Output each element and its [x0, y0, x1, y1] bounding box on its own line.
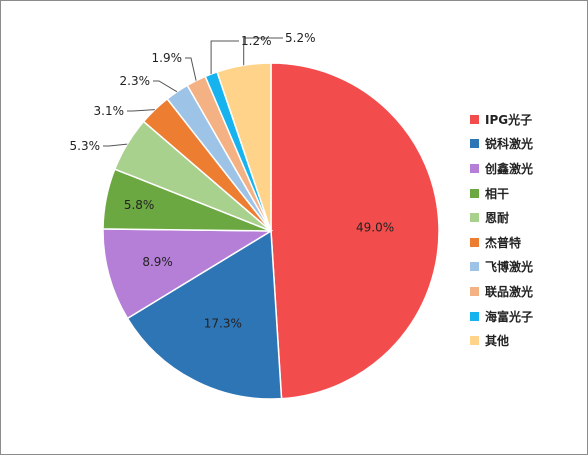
legend-label: 海富光子 [485, 309, 534, 324]
legend-item-6: 杰普特 [470, 230, 533, 255]
legend-item-1: IPG光子 [470, 107, 533, 132]
legend-item-3: 创鑫激光 [470, 156, 533, 181]
leader-line-7 [153, 80, 178, 93]
pie-slice-10 [216, 62, 272, 232]
legend-label: 飞博激光 [485, 260, 534, 275]
leader-line-10 [243, 37, 283, 66]
legend-swatch [470, 286, 479, 296]
chart-legend: IPG光子锐科激光创鑫激光相干恩耐杰普特飞博激光联品激光海富光子其他 [470, 107, 533, 353]
legend-label: 联品激光 [485, 284, 534, 299]
legend-swatch [470, 311, 479, 321]
legend-swatch [470, 237, 479, 247]
legend-swatch [470, 262, 479, 272]
legend-item-9: 海富光子 [470, 304, 533, 329]
legend-item-4: 相干 [470, 181, 533, 206]
leader-line-8 [185, 57, 197, 81]
leader-line-9 [210, 40, 239, 74]
legend-label: IPG光子 [485, 112, 533, 127]
pie-slice-2 [126, 229, 283, 400]
legend-label: 恩耐 [485, 211, 510, 226]
pie-slice-3 [102, 228, 274, 320]
legend-label: 杰普特 [485, 235, 522, 250]
legend-label: 其他 [485, 334, 510, 349]
data-label-7: 2.3% [120, 74, 151, 88]
legend-swatch [470, 139, 479, 149]
legend-swatch [470, 336, 479, 346]
legend-label: 锐科激光 [485, 137, 534, 152]
data-label-3: 8.9% [142, 255, 173, 269]
data-label-6: 3.1% [94, 104, 125, 118]
legend-item-8: 联品激光 [470, 279, 533, 304]
legend-swatch [470, 114, 479, 124]
legend-item-7: 飞博激光 [470, 255, 533, 280]
data-label-10: 5.2% [285, 31, 316, 45]
legend-swatch [470, 213, 479, 223]
data-label-1: 49.0% [356, 221, 394, 235]
pie-slice-1 [270, 62, 440, 400]
leader-line-5 [103, 143, 128, 147]
legend-item-2: 锐科激光 [470, 132, 533, 157]
legend-label: 创鑫激光 [485, 161, 534, 176]
legend-item-5: 恩耐 [470, 205, 533, 230]
legend-swatch [470, 188, 479, 198]
data-label-4: 5.8% [124, 198, 155, 212]
data-label-2: 17.3% [204, 316, 242, 330]
legend-label: 相干 [485, 186, 510, 201]
data-label-8: 1.9% [152, 51, 183, 65]
leader-line-6 [127, 109, 155, 112]
data-label-5: 5.3% [70, 139, 101, 153]
data-label-9: 1.2% [241, 34, 272, 48]
legend-item-10: 其他 [470, 328, 533, 353]
legend-swatch [470, 163, 479, 173]
